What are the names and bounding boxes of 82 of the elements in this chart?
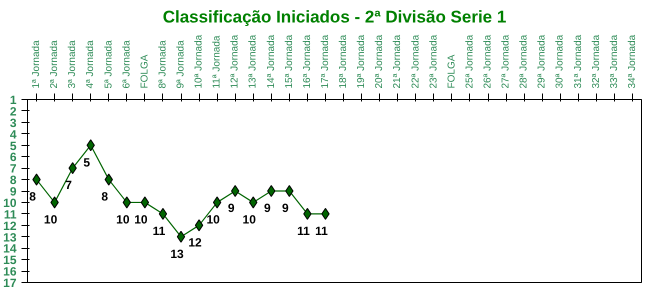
point [267,185,276,197]
y-tick-label: 1 [10,93,17,107]
x-tick-label: 32ª Jornada [590,34,602,88]
x-tick-label: 23ª Jornada [428,34,440,88]
x-tick-label: 4ª Jornada [85,40,96,88]
y-tick-label: 6 [10,150,17,164]
y-tick-label: 9 [10,184,17,198]
data-label: 9 [264,201,271,215]
y-tick-label: 15 [3,253,17,268]
y-tick-label: 2 [10,104,17,118]
data-label: 11 [152,224,166,238]
x-tick-label: 3ª Jornada [67,40,78,88]
x-tick-label: 11ª Jornada [212,35,223,88]
x-tick-label: 5ª Jornada [103,40,114,88]
point [212,196,222,208]
x-tick-label: 13ª Jornada [248,34,259,88]
x-tick-label: 10ª Jornada [194,34,205,88]
point [321,208,330,220]
x-tick-label: FOLGA [139,54,150,88]
chart-title: Classificação Iniciados - 2ª Divisão Serie 1 [162,8,506,26]
x-tick-label: 16ª Jornada [302,34,313,88]
x-tick-label: 33ª Jornada [608,34,620,88]
data-label: 8 [101,190,108,204]
x-tick-label: 34ª Jornada [626,34,638,88]
y-tick-label: 8 [10,173,17,188]
point [285,185,294,197]
data-label: 9 [228,201,235,215]
x-tick-label: 29ª Jornada [536,34,548,88]
data-label: 10 [242,212,256,226]
x-tick-label: 12ª Jornada [230,34,241,88]
point [231,185,240,197]
data-label: 11 [297,224,310,238]
data-label: 11 [315,224,328,238]
x-tick-label: 6ª Jornada [121,40,132,88]
x-tick-label: 20ª Jornada [374,34,386,88]
x-tick-label: 17ª Jornada [320,34,331,88]
x-tick-label: 21ª Jornada [392,34,404,88]
x-tick-label: 30ª Jornada [554,34,566,88]
y-tick-label: 11 [4,207,17,222]
data-label: 13 [170,246,184,261]
data-label: 7 [65,178,72,192]
data-label: 10 [134,212,148,226]
data-label: 10 [116,212,130,226]
x-tick-label: 27ª Jornada [500,34,512,88]
x-tick-label: FOLGA [446,54,458,88]
y-tick-label: 4 [10,127,17,142]
point [50,196,59,208]
point [68,162,77,174]
x-tick-label: 18ª Jornada [338,34,350,88]
data-label: 9 [282,201,290,215]
point [194,219,204,232]
y-tick-label: 17 [3,276,17,290]
data-label: 5 [83,155,90,170]
x-tick-label: 8ª Jornada [157,40,168,88]
x-tick-label: 9ª Jornada [176,40,186,88]
point [32,174,41,186]
x-tick-label: 28ª Jornada [518,34,530,88]
data-label: 8 [29,190,36,204]
data-label: 10 [206,212,220,226]
point [303,208,312,220]
data-label: 10 [44,212,58,226]
y-tick-label: 7 [10,162,17,176]
y-tick-label: 13 [3,230,17,244]
x-tick-label: 22ª Jornada [410,34,422,88]
point [140,196,150,208]
y-tick-label: 3 [10,116,17,130]
x-tick-label: 14ª Jornada [266,34,277,88]
x-tick-label: 25ª Jornada [464,34,476,88]
x-tick-label: 19ª Jornada [356,34,368,88]
x-tick-label: 26ª Jornada [482,34,494,88]
point [176,230,186,243]
y-tick-label: 12 [3,218,17,233]
point [158,208,168,220]
data-label: 12 [188,235,202,250]
y-tick-label: 14 [3,242,17,256]
y-tick-label: 5 [10,138,17,153]
x-tick-label: 31ª Jornada [572,34,584,88]
y-tick-label: 10 [3,196,17,210]
x-tick-label: 2ª Jornada [49,40,60,88]
x-tick-label: 15ª Jornada [284,34,295,88]
x-tick-label: 1ª Jornada [31,40,42,88]
y-tick-label: 16 [3,264,17,279]
